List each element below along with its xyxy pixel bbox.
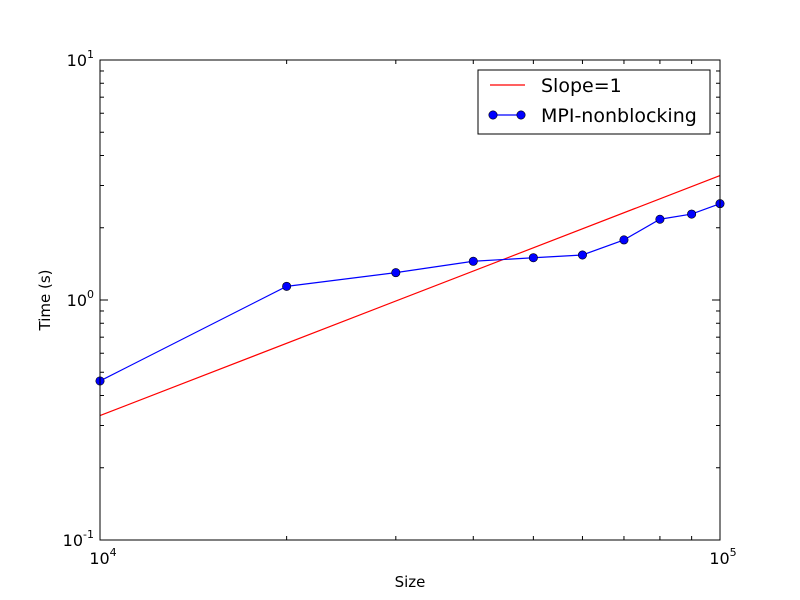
legend-box bbox=[477, 69, 711, 135]
legend-label-slope: Slope=1 bbox=[541, 75, 622, 97]
plot-frame bbox=[99, 59, 721, 541]
svg-text:105: 105 bbox=[709, 546, 736, 568]
y-axis-label: Time (s) bbox=[36, 270, 54, 332]
data-point bbox=[687, 209, 697, 219]
tick-label: 100 bbox=[67, 288, 94, 310]
data-point bbox=[468, 256, 478, 266]
ticks-layer bbox=[99, 59, 721, 541]
tick-label: 104 bbox=[89, 546, 116, 568]
series-line-slope-1 bbox=[99, 174, 721, 417]
data-point bbox=[391, 268, 401, 278]
svg-text:100: 100 bbox=[67, 288, 94, 310]
data-point bbox=[282, 281, 292, 291]
series-line-mpi-nonblocking bbox=[99, 203, 721, 382]
svg-text:101: 101 bbox=[67, 48, 94, 70]
tick-label: 10-1 bbox=[63, 528, 94, 550]
legend: Slope=1 MPI-nonblocking bbox=[477, 69, 711, 135]
data-point bbox=[528, 253, 538, 263]
data-point bbox=[619, 235, 629, 245]
legend-marker bbox=[516, 110, 526, 120]
x-axis-label: Size bbox=[395, 573, 426, 591]
legend-marker bbox=[488, 110, 498, 120]
svg-text:104: 104 bbox=[89, 546, 116, 568]
plot-area bbox=[100, 60, 720, 540]
tick-label: 101 bbox=[67, 48, 94, 70]
legend-label-mpi: MPI-nonblocking bbox=[541, 105, 697, 127]
data-point bbox=[577, 250, 587, 260]
svg-text:10-1: 10-1 bbox=[63, 528, 94, 550]
data-point bbox=[655, 214, 665, 224]
tick-labels: 104 105 10-1 100 101 bbox=[63, 48, 737, 568]
tick-label: 105 bbox=[709, 546, 736, 568]
